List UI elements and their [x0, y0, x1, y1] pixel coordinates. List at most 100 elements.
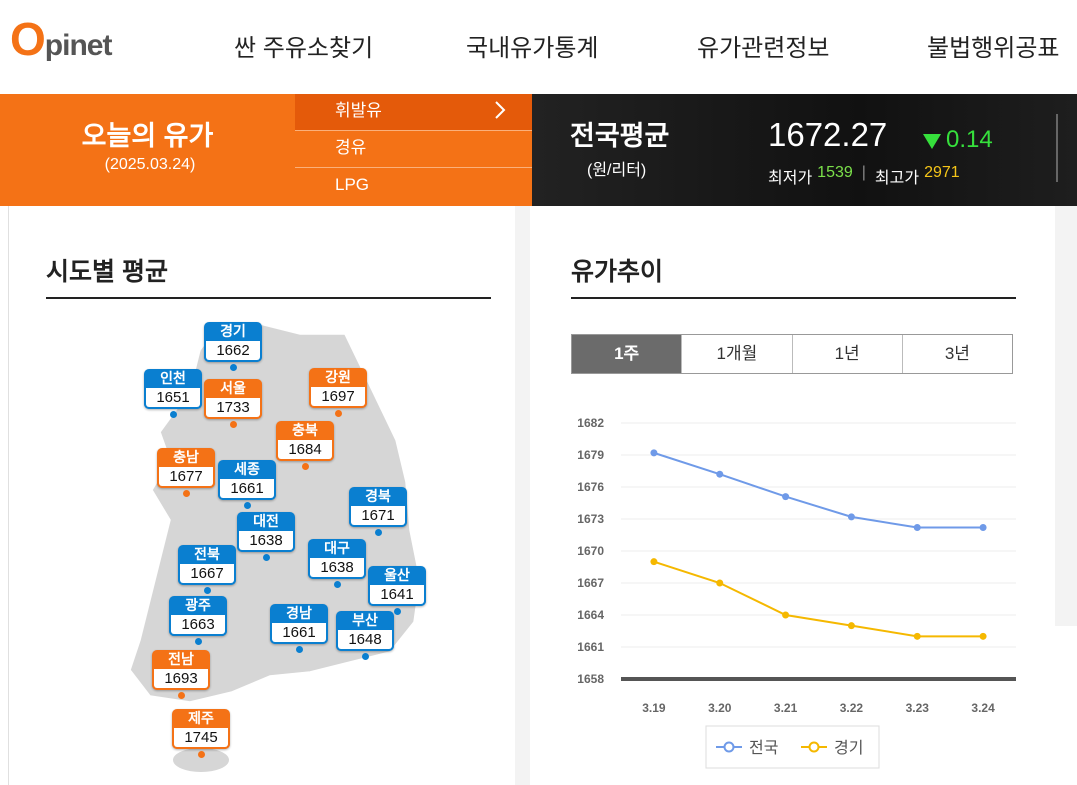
- nav-item[interactable]: 유가관련정보: [697, 35, 830, 62]
- region-marker[interactable]: 강원 1697: [309, 368, 367, 408]
- x-tick-label: 3.19: [642, 701, 666, 715]
- gutter: [1055, 206, 1077, 626]
- region-name: 경북: [365, 488, 391, 504]
- y-tick-label: 1664: [577, 608, 604, 622]
- region-value: 1663: [169, 615, 227, 636]
- y-tick-label: 1661: [577, 640, 604, 654]
- divider: [1056, 114, 1058, 182]
- region-dot: [263, 554, 270, 561]
- region-dot: [195, 638, 202, 645]
- national-change: 0.14: [946, 126, 993, 153]
- region-name: 광주: [185, 597, 211, 613]
- fuel-tab[interactable]: 경유: [295, 131, 532, 168]
- period-tab[interactable]: 3년: [901, 335, 1012, 373]
- x-tick-label: 3.21: [774, 701, 798, 715]
- region-marker[interactable]: 제주 1745: [172, 709, 230, 749]
- region-marker[interactable]: 경북 1671: [349, 487, 407, 527]
- region-value: 1648: [336, 630, 394, 651]
- region-name: 세종: [234, 461, 260, 477]
- region-dot: [170, 411, 177, 418]
- region-value: 1684: [276, 440, 334, 461]
- point: [913, 524, 921, 532]
- region-value: 1651: [144, 388, 202, 409]
- region-name: 충남: [173, 449, 199, 465]
- region-name: 경기: [220, 323, 246, 339]
- region-marker[interactable]: 울산 1641: [368, 566, 426, 606]
- nav-item[interactable]: 국내유가통계: [466, 35, 599, 62]
- line: [653, 560, 984, 638]
- period-tabs: 1주 1개월 1년 3년: [571, 334, 1013, 374]
- period-tab[interactable]: 1개월: [681, 335, 791, 373]
- region-dot: [178, 692, 185, 699]
- legend-label: 전국: [749, 739, 778, 757]
- region-marker[interactable]: 광주 1663: [169, 596, 227, 636]
- region-name: 서울: [220, 380, 246, 396]
- point: [650, 558, 658, 566]
- period-tab[interactable]: 1주: [572, 335, 682, 373]
- region-name: 충북: [292, 422, 318, 438]
- fuel-tab[interactable]: LPG: [335, 175, 370, 194]
- x-tick-label: 3.20: [708, 701, 732, 715]
- section-title: 유가추이: [571, 258, 664, 286]
- point: [847, 513, 855, 521]
- max-value: 2971: [924, 164, 960, 181]
- today-panel: 오늘의 유가 (2025.03.24): [0, 94, 295, 206]
- period-tab[interactable]: 1년: [791, 335, 902, 373]
- region-value: 1638: [237, 531, 295, 552]
- region-dot: [244, 502, 251, 509]
- region-name: 인천: [160, 370, 186, 386]
- region-dot: [302, 463, 309, 470]
- logo[interactable]: Opinet: [10, 13, 112, 65]
- region-name: 울산: [384, 567, 410, 583]
- national-unit: (원/리터): [587, 162, 647, 179]
- national-title: 전국평균: [570, 121, 670, 151]
- x-tick-label: 3.22: [840, 701, 864, 715]
- region-marker[interactable]: 충북 1684: [276, 421, 334, 461]
- region-marker[interactable]: 세종 1661: [218, 460, 276, 500]
- region-value: 1661: [218, 479, 276, 500]
- region-marker[interactable]: 경기 1662: [204, 322, 262, 362]
- point: [913, 632, 921, 640]
- region-dot: [230, 364, 237, 371]
- region-marker[interactable]: 대구 1638: [308, 539, 366, 579]
- line: [653, 451, 984, 529]
- fuel-tab[interactable]: 휘발유: [295, 94, 532, 131]
- region-marker[interactable]: 서울 1733: [204, 379, 262, 419]
- separator: |: [861, 164, 866, 181]
- region-name: 제주: [188, 710, 214, 726]
- region-value: 1641: [368, 585, 426, 606]
- minmax: 최저가 1539 | 최고가 2971: [768, 164, 960, 188]
- region-marker[interactable]: 대전 1638: [237, 512, 295, 552]
- rule: [571, 297, 1016, 299]
- region-name: 부산: [352, 612, 378, 628]
- region-value: 1677: [157, 467, 215, 488]
- y-tick-label: 1682: [577, 416, 604, 430]
- point: [847, 622, 855, 630]
- legend-marker: [808, 741, 820, 753]
- y-tick-label: 1673: [577, 512, 604, 526]
- nav-item[interactable]: 싼 주유소찾기: [234, 35, 374, 62]
- region-marker[interactable]: 부산 1648: [336, 611, 394, 651]
- chart: 1658 1661 1664 1667 1670 1673 1676 1679 1682 3.19…: [577, 416, 1016, 769]
- min-value: 1539: [817, 164, 853, 181]
- region-name: 경남: [286, 605, 312, 621]
- x-tick-label: 3.24: [971, 701, 995, 715]
- region-dot: [362, 653, 369, 660]
- region-value: 1733: [204, 398, 262, 419]
- region-marker[interactable]: 전북 1667: [178, 545, 236, 585]
- region-marker[interactable]: 전남 1693: [152, 650, 210, 690]
- x-tick-label: 3.23: [906, 701, 930, 715]
- region-marker[interactable]: 경남 1661: [270, 604, 328, 644]
- region-dot: [204, 587, 211, 594]
- region-marker[interactable]: 인천 1651: [144, 369, 202, 409]
- point: [716, 579, 724, 587]
- point: [650, 449, 658, 457]
- region-marker[interactable]: 충남 1677: [157, 448, 215, 488]
- region-dot: [375, 529, 382, 536]
- point: [716, 470, 724, 478]
- y-tick-label: 1658: [577, 672, 604, 686]
- nav-item[interactable]: 불법행위공표: [927, 35, 1060, 62]
- region-dot: [198, 751, 205, 758]
- region-value: 1693: [152, 669, 210, 690]
